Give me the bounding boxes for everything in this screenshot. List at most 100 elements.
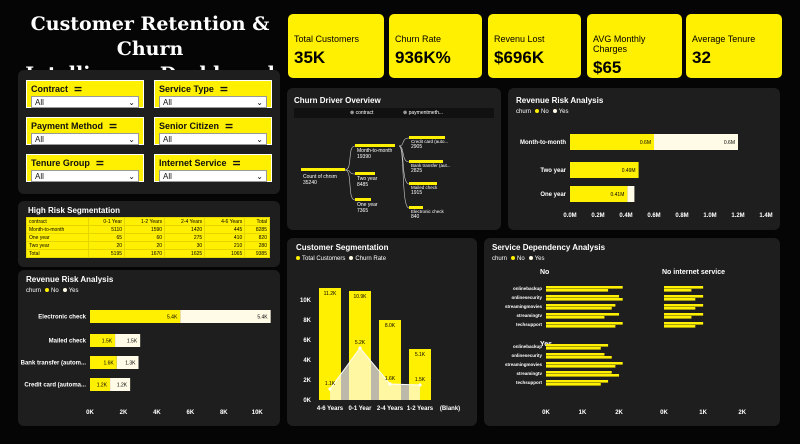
sliders-icon: ⚌ [232,157,241,167]
x-tick-label: 1K [699,410,707,416]
filter-select[interactable]: All ⌄ [159,96,267,108]
filter-payment-method[interactable]: Payment Method ⚌ All ⌄ [26,117,144,145]
y-tick-label: 2K [303,378,311,384]
revenue-risk-contract-chart: Month-to-month 0.6M 0.6M Two year 0.49M One y… [520,134,773,219]
bar-no [664,295,704,298]
filter-select[interactable]: All ⌄ [31,170,139,182]
filter-internet-service[interactable]: Internet Service ⚌ All ⌄ [154,154,272,182]
data-label: 11.2K [324,291,337,297]
table-cell: 1670 [124,249,166,258]
filter-select[interactable]: All ⌄ [31,96,139,108]
bar-no [546,353,605,356]
x-tick-label: 0-1 Year [349,406,373,412]
churn-rate-point [328,387,332,391]
table-cell: 210 [204,241,246,250]
kpi-revenue-lost[interactable]: Revenu Lost $696K [488,14,581,78]
table-cell: contract [26,217,89,226]
table-cell: 4-6 Years [204,217,246,226]
tree-connector [344,169,356,201]
x-tick-label: 0K [86,410,94,416]
sliders-icon: ⚌ [225,120,234,130]
table-row: Total 5195 1670 1625 1065 9385 [26,249,270,258]
table-cell: 8285 [244,225,270,234]
chip-contract[interactable]: ⊗ contract [350,110,374,116]
chevron-down-icon: ⌄ [256,172,263,181]
filter-label: Payment Method ⚌ [31,120,139,131]
kpi-avg-monthly-charges[interactable]: AVG Monthly Charges $65 [587,14,682,78]
chevron-down-icon: ⌄ [128,98,135,107]
table-cell: 280 [244,241,270,250]
filter-tenure-group[interactable]: Tenure Group ⚌ All ⌄ [26,154,144,182]
x-tick-label: 2K [120,410,128,416]
category-label: Electronic check [38,315,86,321]
bar-yes [546,316,605,319]
tree-node-value: 2825 [411,168,422,174]
filter-label: Senior Citizen ⚌ [159,120,267,131]
bar-yes [546,347,601,350]
table-cell: 5195 [87,249,126,258]
kpi-average-tenure[interactable]: Average Tenure 32 [686,14,782,78]
y-tick-label: 10K [300,298,312,304]
data-label: 10.9K [353,294,367,300]
service-dependency-chart: No onlinebackup onlinesecurity streamingmov… [505,269,747,416]
table-row: Two year 20 20 30 210 280 [26,241,270,250]
customer-segmentation-title: Customer Segmentation [296,243,389,252]
bar-no [664,313,704,316]
x-tick-label: 1.0M [703,213,716,219]
tree-node-bar [409,160,443,163]
service-dependency-panel [484,238,780,426]
data-label: 5.4K [257,315,268,321]
data-label: 1.5K [415,377,426,383]
filter-value: All [35,172,44,181]
category-label: One year [540,192,566,198]
chevron-down-icon: ⌄ [128,172,135,181]
kpi-total-customers[interactable]: Total Customers 35K [288,14,384,78]
bar-no [90,310,181,323]
kpi-churn-rate[interactable]: Churn Rate 936K% [389,14,482,78]
data-label: 1.2K [117,383,128,389]
panel-title: No [540,269,549,276]
bar-no [90,356,117,369]
category-label: onlinebackup [513,344,542,349]
filter-label-text: Payment Method [31,120,104,131]
bar-yes [546,298,623,301]
bar-yes [664,298,696,301]
tree-connector [344,169,356,175]
chevron-down-icon: ⌄ [128,135,135,144]
tree-node-value: 1915 [411,190,422,196]
chip-paymentmethod[interactable]: ⊗ paymentmeth... [403,110,444,116]
x-tick-label: 0.6M [647,213,660,219]
table-cell: 445 [204,225,246,234]
category-label: Two year [540,168,566,174]
x-tick-label: 0.4M [619,213,632,219]
bar-no [546,344,609,347]
customer-segmentation-legend: Total Customers Churn Rate [296,256,386,262]
tree-node-label: One year [357,202,378,208]
sliders-icon: ⚌ [95,157,104,167]
bar-yes [546,365,616,368]
filter-service-type[interactable]: Service Type ⚌ All ⌄ [154,80,272,108]
tree-root-value: 35240 [303,180,317,186]
service-dependency-legend: churn No Yes [492,256,545,262]
tree-connector [398,145,410,185]
x-tick-label: 2K [615,410,623,416]
bar-no [570,134,654,150]
data-label: 0.49M [622,168,636,174]
filter-select[interactable]: All ⌄ [31,133,139,145]
category-label: streamingtv [516,371,542,376]
churn-driver-chipbar [294,108,494,118]
data-label: 0.6M [640,140,651,146]
bar-no [546,313,620,316]
filter-senior-citizen[interactable]: Senior Citizen ⚌ All ⌄ [154,117,272,145]
data-label: 0.6M [724,140,735,146]
bar-yes [110,378,131,391]
churn-rate-area [330,348,420,400]
x-tick-label: 1.2M [731,213,744,219]
filter-contract[interactable]: Contract ⚌ All ⌄ [26,80,144,108]
bar-no [546,371,612,374]
tree-node-bar [355,144,395,147]
table-row: Month-to-month 5110 1590 1420 445 8285 [26,225,270,234]
filter-select[interactable]: All ⌄ [159,133,267,145]
filter-select[interactable]: All ⌄ [159,170,267,182]
